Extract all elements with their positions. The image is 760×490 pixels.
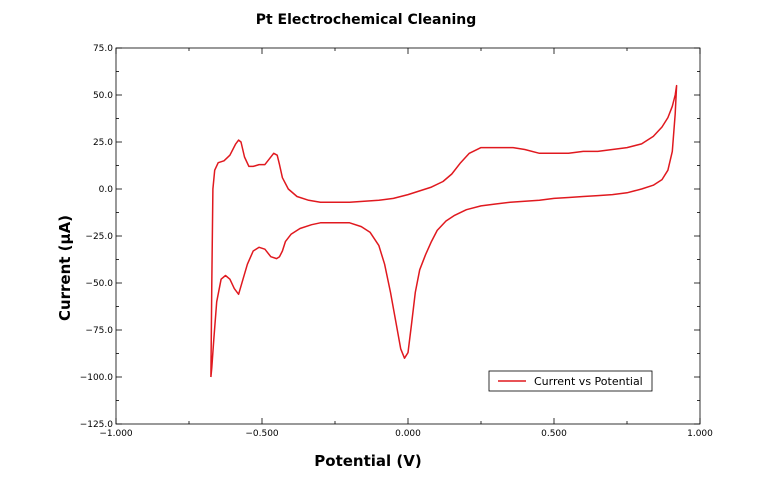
y-tick-label: −50.0 [85, 279, 113, 289]
legend-box [488, 370, 653, 392]
y-tick-label: 25.0 [93, 138, 113, 148]
y-tick-label: 50.0 [93, 91, 113, 101]
y-tick-label: 75.0 [93, 44, 113, 54]
y-tick-label: 0.0 [99, 185, 114, 195]
x-tick-label: 0.500 [541, 429, 567, 439]
series-line [210, 84, 678, 378]
y-tick-label: −125.0 [80, 420, 114, 430]
x-tick-label: −1.000 [99, 429, 133, 439]
y-tick-label: −75.0 [85, 326, 113, 336]
y-tick-label: −25.0 [85, 232, 113, 242]
y-tick-label: −100.0 [80, 373, 114, 383]
axis-ticks: −1.000 −0.500 0.000 0.500 1.000 75.0 50.0 25.0 0… [80, 44, 713, 439]
legend: Current vs Potential [488, 370, 653, 392]
x-axis-label: Potential (V) [314, 452, 421, 470]
plot-area [115, 47, 701, 425]
x-tick-label: 0.000 [395, 429, 421, 439]
x-tick-label: 1.000 [687, 429, 713, 439]
series-layer [210, 84, 678, 378]
plot-border [115, 47, 701, 425]
x-tick-label: −0.500 [245, 429, 279, 439]
legend-label: Current vs Potential [534, 375, 643, 388]
chart-title: Pt Electrochemical Cleaning [256, 12, 477, 28]
y-axis-label: Current (µA) [56, 215, 74, 321]
